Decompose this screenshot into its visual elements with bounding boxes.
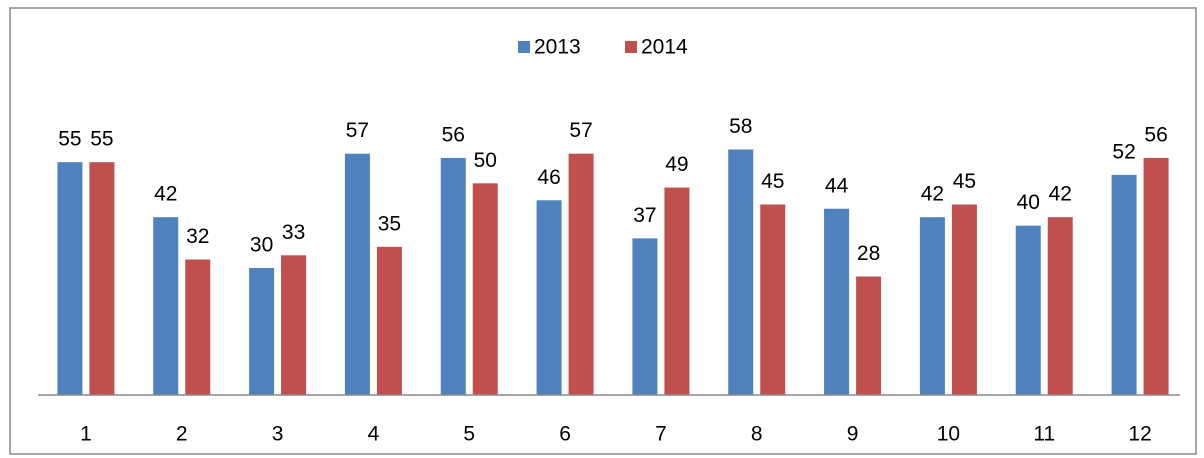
bar — [951, 204, 977, 395]
value-label: 42 — [921, 183, 944, 206]
bar — [57, 162, 83, 395]
bar — [1015, 225, 1041, 395]
legend-label: 2014 — [641, 36, 688, 59]
value-label: 42 — [154, 183, 177, 206]
value-label: 45 — [953, 170, 976, 193]
legend-swatch — [625, 41, 637, 53]
bar — [1047, 217, 1073, 395]
bar — [344, 153, 370, 395]
value-label: 58 — [729, 115, 752, 138]
bar — [824, 208, 850, 395]
bar — [856, 276, 882, 395]
legend-swatch — [518, 41, 530, 53]
x-tick-label: 10 — [937, 423, 960, 446]
value-label: 55 — [58, 128, 81, 151]
value-label: 50 — [474, 149, 497, 172]
bar — [664, 187, 690, 395]
value-label: 52 — [1112, 140, 1135, 163]
x-tick-label: 1 — [80, 423, 92, 446]
x-tick-label: 3 — [272, 423, 284, 446]
x-tick-label: 5 — [463, 423, 475, 446]
bar — [472, 183, 498, 395]
bar — [89, 162, 115, 395]
value-label: 56 — [1144, 123, 1167, 146]
x-tick-label: 8 — [751, 423, 763, 446]
value-label: 57 — [346, 119, 369, 142]
bar — [281, 255, 307, 395]
bar — [185, 259, 211, 395]
legend-label: 2013 — [534, 36, 581, 59]
value-label: 55 — [90, 128, 113, 151]
value-label: 33 — [282, 221, 305, 244]
bar — [1111, 174, 1137, 395]
bar — [1143, 157, 1169, 395]
x-tick-label: 12 — [1128, 423, 1151, 446]
value-label: 40 — [1017, 191, 1040, 214]
bar — [632, 238, 658, 395]
value-label: 57 — [569, 119, 592, 142]
x-tick-label: 2 — [176, 423, 188, 446]
bar — [249, 268, 275, 395]
bar — [153, 217, 179, 395]
bar — [919, 217, 945, 395]
value-label: 32 — [186, 225, 209, 248]
value-label: 45 — [761, 170, 784, 193]
x-tick-label: 9 — [847, 423, 859, 446]
bar — [440, 157, 466, 395]
value-label: 46 — [537, 166, 560, 189]
bar — [728, 149, 754, 395]
x-tick-label: 7 — [655, 423, 667, 446]
bar — [376, 246, 402, 395]
value-label: 49 — [665, 153, 688, 176]
bar — [568, 153, 594, 395]
bar — [760, 204, 786, 395]
value-label: 28 — [857, 242, 880, 265]
value-label: 44 — [825, 174, 849, 197]
x-tick-label: 4 — [368, 423, 380, 446]
bar — [536, 200, 562, 395]
value-label: 56 — [442, 123, 465, 146]
x-tick-label: 11 — [1033, 423, 1055, 446]
value-label: 37 — [633, 204, 656, 227]
value-label: 35 — [378, 212, 401, 235]
x-tick-label: 6 — [559, 423, 571, 446]
value-label: 42 — [1049, 183, 1072, 206]
value-label: 30 — [250, 234, 273, 257]
